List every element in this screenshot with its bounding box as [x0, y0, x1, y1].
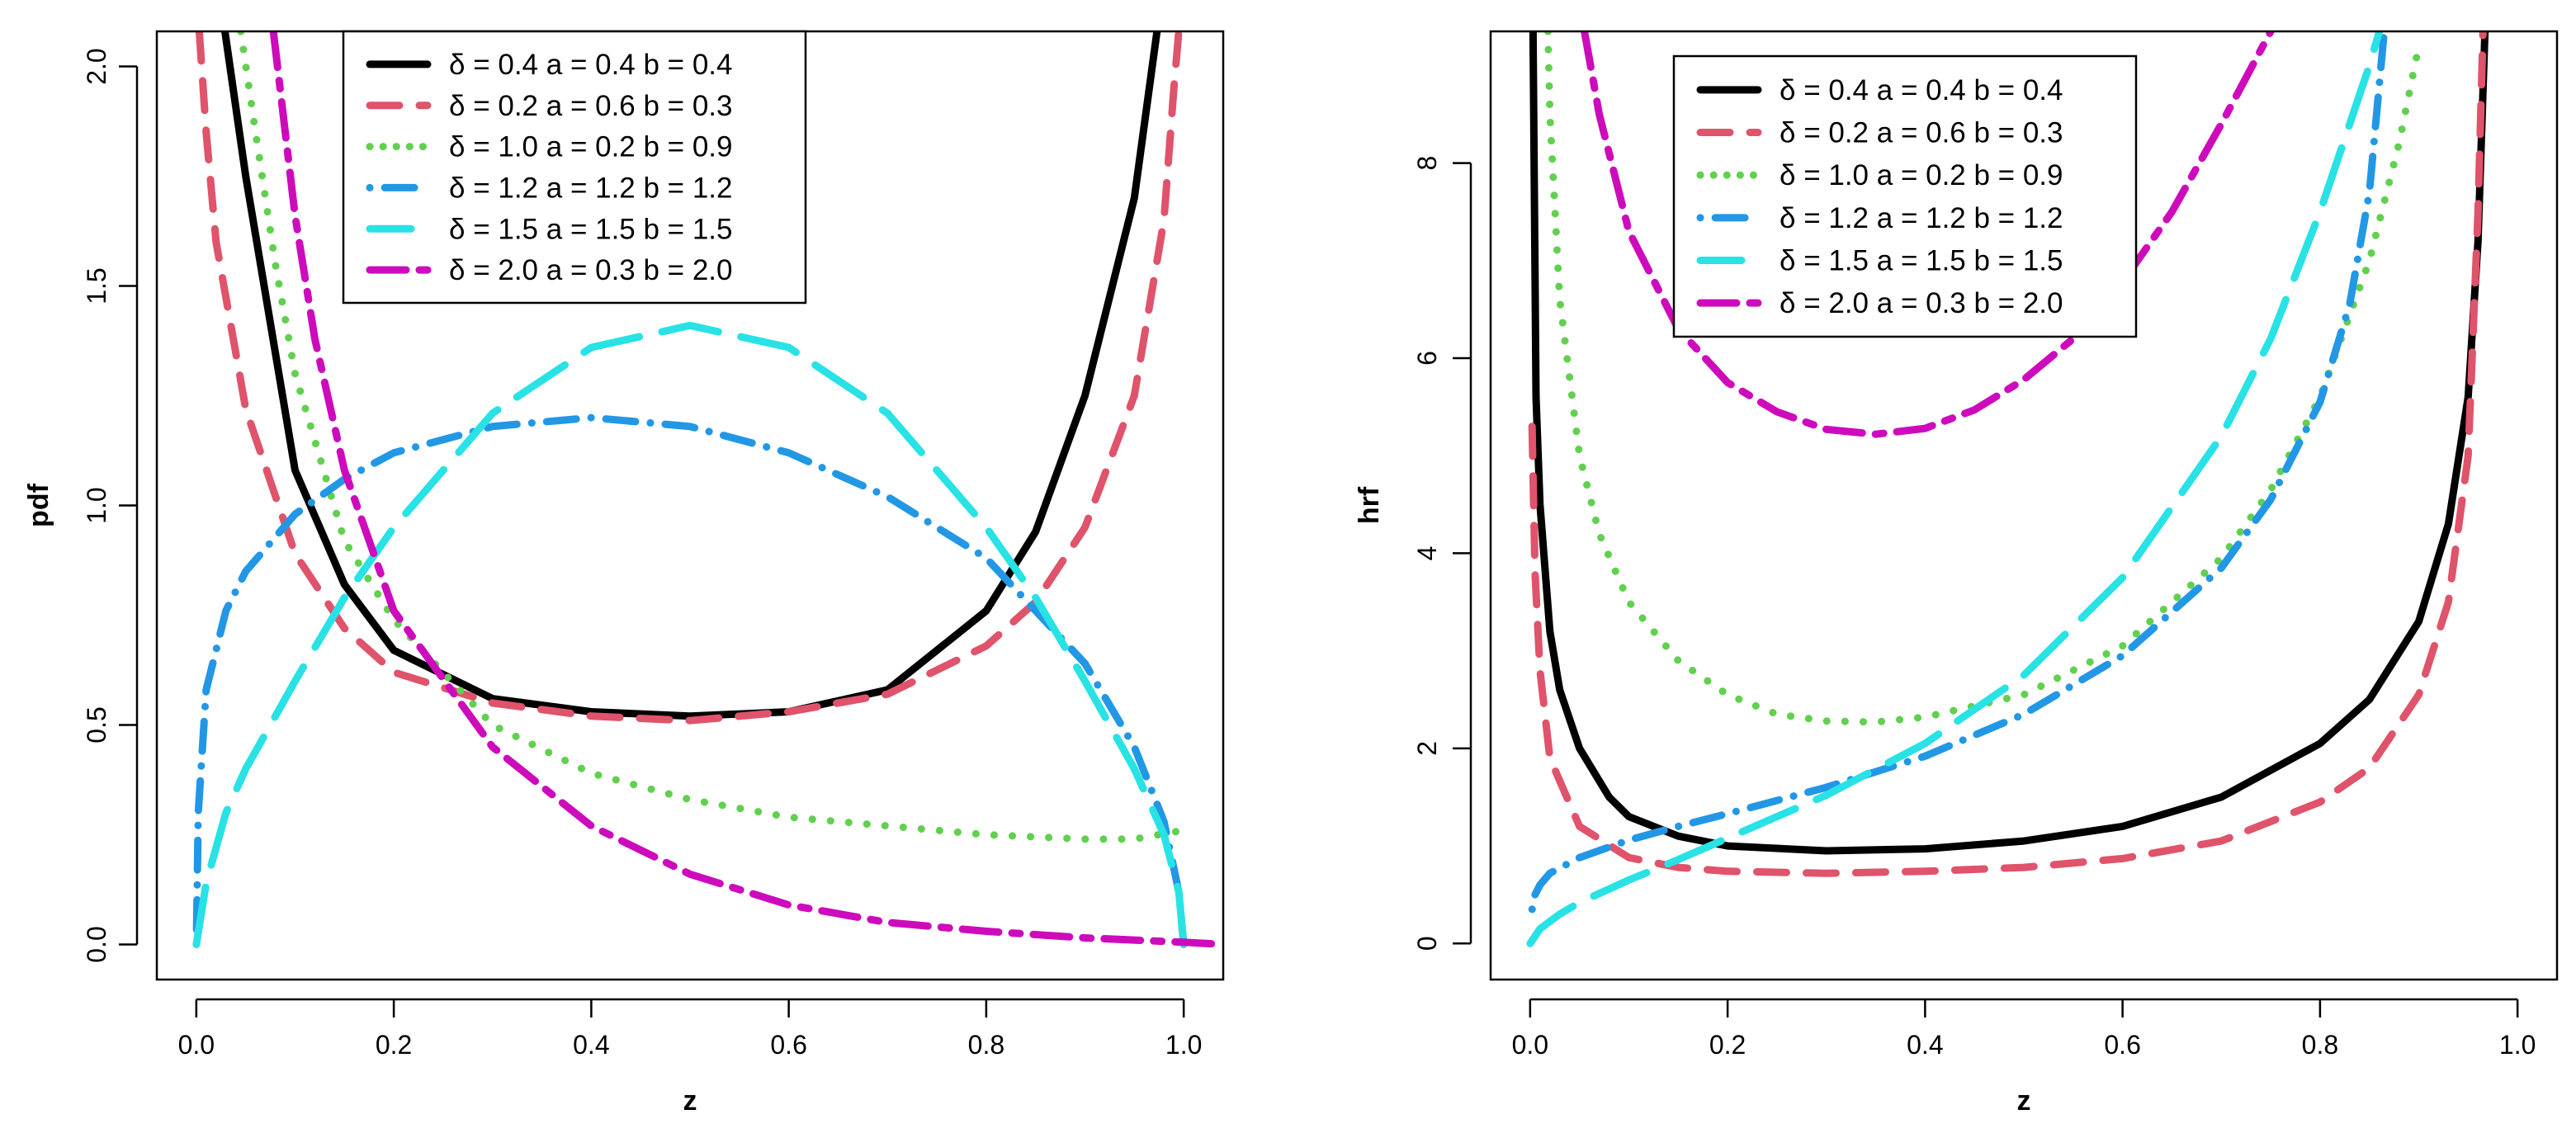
y-tick-label: 1.0 — [82, 487, 111, 523]
series-line-5 — [192, 321, 1188, 948]
series-line-3 — [1543, 31, 2422, 726]
plot-area — [192, 31, 1223, 948]
y-tick-label: 1.5 — [82, 267, 111, 304]
y-tick-label: 0 — [1412, 936, 1442, 951]
series-line-3 — [237, 31, 1188, 843]
x-tick-label: 0.6 — [2104, 1030, 2140, 1060]
x-tick-label: 1.0 — [2499, 1030, 2536, 1060]
x-tick-label: 1.0 — [1165, 1030, 1202, 1060]
x-tick-label: 0.8 — [2302, 1030, 2338, 1060]
y-tick-label: 0.5 — [82, 706, 111, 743]
y-axis: 0.0 0.5 1.0 1.5 2.0 — [82, 48, 139, 963]
x-tick-label: 0.2 — [1709, 1030, 1746, 1060]
x-axis-title: z — [2017, 1085, 2031, 1117]
x-tick-label: 0.4 — [573, 1030, 609, 1060]
series-line-6 — [269, 31, 1223, 948]
y-axis: 0 2 4 6 8 — [1412, 156, 1472, 951]
x-tick-label: 0.0 — [178, 1030, 215, 1060]
x-tick-label: 0.0 — [1512, 1030, 1548, 1060]
legend-label: δ = 0.4 a = 0.4 b = 0.4 — [449, 49, 733, 81]
legend-box — [1672, 54, 2138, 338]
y-tick-label: 8 — [1412, 156, 1442, 171]
legend-label: δ = 0.2 a = 0.6 b = 0.3 — [1780, 117, 2063, 149]
x-tick-label: 0.8 — [968, 1030, 1004, 1060]
legend-label: δ = 1.2 a = 1.2 b = 1.2 — [1780, 202, 2063, 234]
y-tick-label: 6 — [1412, 351, 1442, 366]
legend-label: δ = 1.5 a = 1.5 b = 1.5 — [449, 213, 733, 245]
y-tick-label: 0.0 — [82, 926, 111, 962]
x-axis: 0.0 0.2 0.4 0.6 0.8 1.0 — [1512, 998, 2536, 1060]
legend-label: δ = 1.5 a = 1.5 b = 1.5 — [1780, 245, 2063, 277]
y-tick-label: 4 — [1412, 546, 1442, 561]
series-line-2 — [1528, 31, 2487, 877]
series-line-6 — [1581, 31, 2276, 438]
series-line-4 — [1528, 31, 2389, 914]
legend: δ = 0.4 a = 0.4 b = 0.4 δ = 0.2 a = 0.6 b… — [342, 30, 807, 305]
legend-label: δ = 1.0 a = 0.2 b = 0.9 — [1780, 159, 2063, 191]
legend-label: δ = 1.2 a = 1.2 b = 1.2 — [449, 172, 733, 204]
plot-area — [1526, 31, 2489, 947]
y-tick-label: 2.0 — [82, 48, 111, 84]
legend-label: δ = 2.0 a = 0.3 b = 2.0 — [1780, 287, 2063, 319]
legend-label: δ = 1.0 a = 0.2 b = 0.9 — [449, 131, 733, 163]
y-axis-title: pdf — [23, 483, 54, 527]
legend-label: δ = 2.0 a = 0.3 b = 2.0 — [449, 254, 733, 286]
series-line-4 — [192, 413, 1188, 948]
y-axis-title: hrf — [1354, 486, 1385, 524]
series-line-1 — [221, 31, 1161, 720]
legend: δ = 0.4 a = 0.4 b = 0.4 δ = 0.2 a = 0.6 b… — [1672, 54, 2138, 338]
y-tick-label: 2 — [1412, 741, 1442, 756]
plot-frame — [1489, 30, 2559, 981]
x-tick-label: 0.4 — [1907, 1030, 1943, 1060]
series-line-5 — [1526, 31, 2384, 947]
legend-label: δ = 0.2 a = 0.6 b = 0.3 — [449, 90, 733, 122]
series-line-2 — [195, 31, 1183, 725]
x-axis: 0.0 0.2 0.4 0.6 0.8 1.0 — [178, 998, 1202, 1060]
series-line-1 — [1529, 31, 2489, 855]
x-tick-label: 0.2 — [376, 1030, 412, 1060]
hrf-chart-panel: 0.0 0.2 0.4 0.6 0.8 1.0 z 0 2 4 6 8 hrf δ = 0.4 a = 0… — [1354, 30, 2559, 1117]
legend-box — [342, 30, 807, 305]
pdf-chart-panel: 0.0 0.2 0.4 0.6 0.8 1.0 z 0.0 0.5 1.0 1.5 2.0 pdf δ =… — [23, 30, 1225, 1117]
x-tick-label: 0.6 — [770, 1030, 806, 1060]
legend-label: δ = 0.4 a = 0.4 b = 0.4 — [1780, 74, 2063, 106]
x-axis-title: z — [683, 1085, 697, 1117]
